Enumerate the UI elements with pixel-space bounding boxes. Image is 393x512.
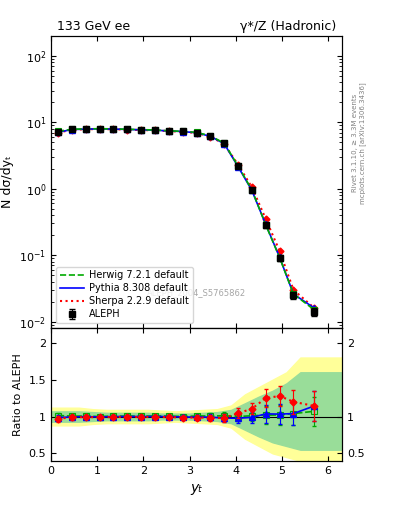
Herwig 7.2.1 default [194,130,199,136]
Herwig 7.2.1 default [180,129,185,135]
Herwig 7.2.1 default [70,126,74,132]
Pythia 8.308 default [70,126,74,133]
Sherpa 2.2.9 default [222,141,226,147]
Sherpa 2.2.9 default [291,287,296,293]
Herwig 7.2.1 default [125,126,130,132]
Sherpa 2.2.9 default [139,127,143,133]
Sherpa 2.2.9 default [312,305,317,311]
Line: Pythia 8.308 default: Pythia 8.308 default [58,129,314,308]
Herwig 7.2.1 default [222,140,226,146]
Pythia 8.308 default [236,163,241,169]
Herwig 7.2.1 default [56,129,61,135]
Pythia 8.308 default [56,129,61,135]
Herwig 7.2.1 default [250,187,254,193]
Pythia 8.308 default [83,126,88,132]
Pythia 8.308 default [263,221,268,227]
Pythia 8.308 default [208,133,213,139]
Sherpa 2.2.9 default [263,216,268,222]
Line: Sherpa 2.2.9 default: Sherpa 2.2.9 default [58,129,314,308]
Text: 133 GeV ee: 133 GeV ee [57,20,130,33]
Herwig 7.2.1 default [312,307,317,313]
Pythia 8.308 default [312,305,317,311]
Pythia 8.308 default [180,129,185,135]
Text: mcplots.cern.ch [arXiv:1306.3436]: mcplots.cern.ch [arXiv:1306.3436] [360,82,366,204]
Pythia 8.308 default [139,127,143,133]
Y-axis label: Ratio to ALEPH: Ratio to ALEPH [13,353,23,436]
Herwig 7.2.1 default [83,126,88,132]
Sherpa 2.2.9 default [208,134,213,140]
Legend: Herwig 7.2.1 default, Pythia 8.308 default, Sherpa 2.2.9 default, ALEPH: Herwig 7.2.1 default, Pythia 8.308 defau… [56,267,193,323]
Pythia 8.308 default [222,141,226,147]
Pythia 8.308 default [125,126,130,133]
Text: γ*/Z (Hadronic): γ*/Z (Hadronic) [240,20,336,33]
X-axis label: yₜ: yₜ [190,481,203,495]
Sherpa 2.2.9 default [180,129,185,135]
Sherpa 2.2.9 default [250,184,254,190]
Herwig 7.2.1 default [139,126,143,133]
Pythia 8.308 default [167,128,171,134]
Sherpa 2.2.9 default [111,126,116,132]
Pythia 8.308 default [277,254,282,260]
Sherpa 2.2.9 default [167,128,171,134]
Sherpa 2.2.9 default [70,127,74,133]
Herwig 7.2.1 default [167,127,171,134]
Sherpa 2.2.9 default [125,126,130,133]
Herwig 7.2.1 default [291,291,296,297]
Herwig 7.2.1 default [111,126,116,132]
Sherpa 2.2.9 default [152,127,157,134]
Sherpa 2.2.9 default [97,126,102,132]
Pythia 8.308 default [194,130,199,136]
Pythia 8.308 default [97,126,102,132]
Pythia 8.308 default [291,291,296,297]
Sherpa 2.2.9 default [83,126,88,132]
Sherpa 2.2.9 default [56,130,61,136]
Pythia 8.308 default [111,126,116,132]
Text: ALEPH_2004_S5765862: ALEPH_2004_S5765862 [147,288,246,297]
Herwig 7.2.1 default [277,254,282,261]
Y-axis label: N dσ/dyₜ: N dσ/dyₜ [1,156,14,208]
Herwig 7.2.1 default [263,222,268,228]
Herwig 7.2.1 default [97,125,102,132]
Herwig 7.2.1 default [152,127,157,133]
Herwig 7.2.1 default [236,163,241,169]
Text: Rivet 3.1.10, ≥ 3.3M events: Rivet 3.1.10, ≥ 3.3M events [352,94,358,193]
Sherpa 2.2.9 default [277,248,282,254]
Sherpa 2.2.9 default [194,130,199,136]
Pythia 8.308 default [250,187,254,194]
Sherpa 2.2.9 default [236,162,241,168]
Line: Herwig 7.2.1 default: Herwig 7.2.1 default [58,129,314,310]
Pythia 8.308 default [152,127,157,133]
Herwig 7.2.1 default [208,133,213,139]
